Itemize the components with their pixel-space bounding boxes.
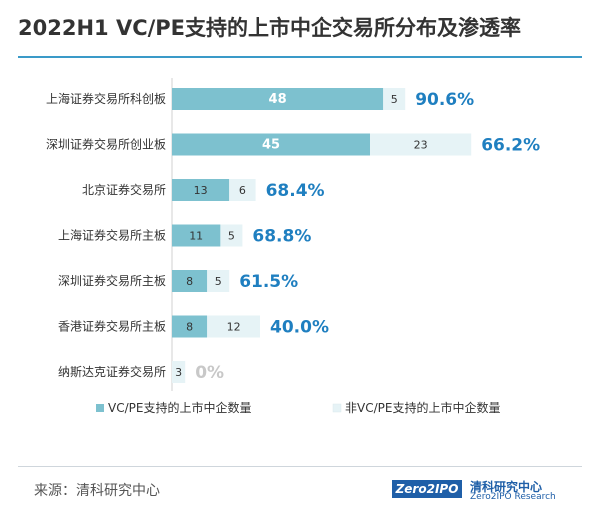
data-label-vcpe: 48 bbox=[269, 92, 287, 107]
data-label-non-vcpe: 23 bbox=[414, 139, 428, 152]
bar-vcpe bbox=[172, 224, 221, 247]
bar-non-vcpe bbox=[220, 224, 243, 247]
data-label-non-vcpe: 3 bbox=[175, 366, 182, 379]
category-label: 深圳证券交易所创业板 bbox=[46, 137, 166, 152]
bar-non-vcpe bbox=[207, 270, 230, 292]
data-label-vcpe: 11 bbox=[189, 230, 203, 243]
penetration-rate-label: 0% bbox=[195, 363, 224, 383]
legend-label-non-vcpe: 非VC/PE支持的上市中企数量 bbox=[345, 400, 500, 415]
category-label: 上海证券交易所主板 bbox=[58, 228, 166, 243]
penetration-rate-label: 68.4% bbox=[266, 181, 325, 201]
data-label-vcpe: 45 bbox=[262, 138, 280, 153]
bar-vcpe bbox=[172, 133, 370, 156]
bar-vcpe bbox=[172, 315, 208, 338]
data-label-vcpe: 8 bbox=[186, 321, 193, 334]
penetration-rate-label: 40.0% bbox=[270, 318, 329, 338]
category-label: 香港证券交易所主板 bbox=[58, 319, 166, 334]
footer-divider bbox=[18, 466, 582, 467]
data-label-non-vcpe: 5 bbox=[215, 275, 222, 288]
legend-label-vcpe: VC/PE支持的上市中企数量 bbox=[108, 400, 251, 415]
data-label-vcpe: 8 bbox=[186, 275, 193, 288]
bar-non-vcpe bbox=[172, 361, 186, 383]
category-label: 纳斯达克证券交易所 bbox=[58, 364, 166, 379]
bar-non-vcpe bbox=[383, 88, 406, 110]
legend-swatch-vcpe bbox=[96, 404, 104, 412]
penetration-rate-label: 90.6% bbox=[415, 90, 474, 110]
chart-title: 2022H1 VC/PE支持的上市中企交易所分布及渗透率 bbox=[18, 16, 522, 40]
data-label-non-vcpe: 5 bbox=[228, 230, 235, 243]
penetration-rate-label: 61.5% bbox=[239, 272, 298, 292]
logo-name: 清科研究中心 bbox=[470, 480, 543, 494]
bar-vcpe bbox=[172, 270, 208, 292]
source-note: 来源：清科研究中心 bbox=[34, 483, 160, 499]
data-label-non-vcpe: 12 bbox=[227, 321, 241, 334]
category-label: 上海证券交易所科创板 bbox=[46, 91, 166, 106]
bar-vcpe bbox=[172, 179, 230, 201]
category-label: 深圳证券交易所主板 bbox=[58, 273, 166, 288]
zero2ipo-logo: Zero2IPO 清科研究中心 Zero2IPO Research bbox=[392, 478, 592, 502]
bar-non-vcpe bbox=[229, 179, 256, 201]
bar-vcpe bbox=[172, 88, 384, 110]
legend-swatch-non-vcpe bbox=[332, 403, 342, 413]
penetration-rate-label: 68.8% bbox=[252, 227, 311, 247]
penetration-rate-label: 66.2% bbox=[481, 136, 540, 156]
bar-non-vcpe bbox=[207, 315, 260, 338]
category-label: 北京证券交易所 bbox=[82, 182, 166, 197]
data-label-vcpe: 13 bbox=[194, 184, 208, 197]
stacked-bar-chart: 上海证券交易所科创板 48 5 90.6% 深圳证券交易所创业板 45 23 66.2% 北京证… bbox=[46, 78, 540, 415]
logo-subtitle: Zero2IPO Research bbox=[470, 492, 556, 502]
bar-non-vcpe bbox=[370, 133, 472, 156]
data-label-non-vcpe: 5 bbox=[391, 93, 398, 106]
logo-mark: Zero2IPO bbox=[392, 480, 462, 498]
data-label-non-vcpe: 6 bbox=[239, 184, 246, 197]
title-underline bbox=[18, 56, 582, 58]
